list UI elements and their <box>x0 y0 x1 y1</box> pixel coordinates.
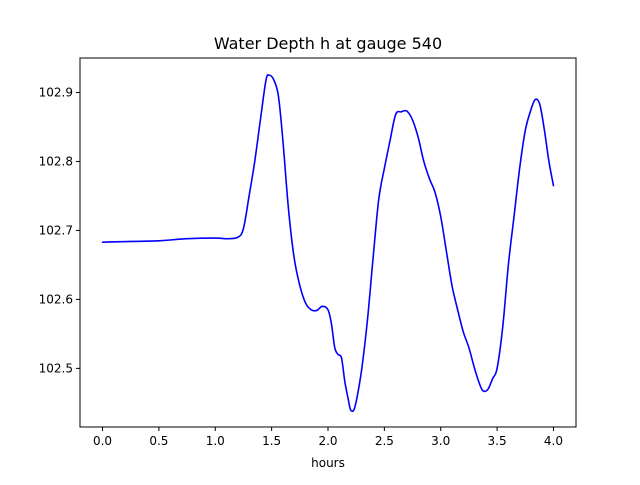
x-tick-label: 2.0 <box>318 434 337 448</box>
x-tick-label: 4.0 <box>544 434 563 448</box>
series-layer <box>101 74 555 413</box>
x-tick-label: 0.0 <box>93 434 112 448</box>
series-line-0 <box>101 74 555 413</box>
y-tick-label: 102.5 <box>39 361 73 375</box>
y-tick-label: 102.8 <box>39 154 73 168</box>
chart-title: Water Depth h at gauge 540 <box>214 34 442 53</box>
x-tick-label: 3.0 <box>431 434 450 448</box>
x-tick-label: 3.5 <box>488 434 507 448</box>
y-tick-label: 102.9 <box>39 85 73 99</box>
x-axis-label: hours <box>311 456 345 470</box>
x-tick-label: 1.0 <box>206 434 225 448</box>
y-tick-label: 102.6 <box>39 292 73 306</box>
x-axis: 0.0 0.5 1.0 1.5 2.0 2.5 3.0 3.5 4.0 <box>93 427 563 448</box>
x-tick-label: 1.5 <box>262 434 281 448</box>
y-tick-label: 102.7 <box>39 223 73 237</box>
x-tick-label: 0.5 <box>149 434 168 448</box>
y-axis: 102.5 102.6 102.7 102.8 102.9 <box>39 85 80 375</box>
x-tick-label: 2.5 <box>375 434 394 448</box>
